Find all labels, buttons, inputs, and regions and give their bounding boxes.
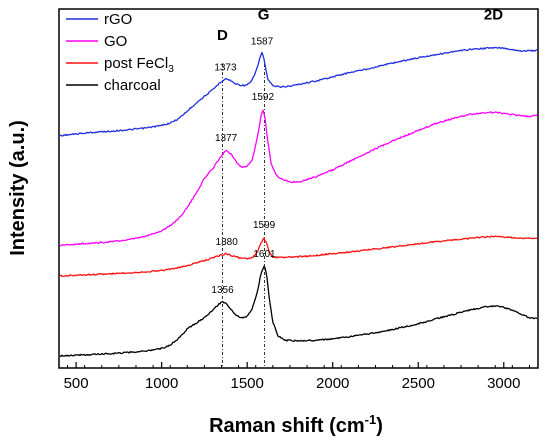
band-label-g: G	[258, 6, 270, 23]
band-label-d: D	[217, 27, 228, 44]
x-axis-ticks: 500 1000 1500 2000 2500 3000	[64, 362, 530, 392]
x-tick-label-3000: 3000	[487, 375, 520, 392]
x-axis-label-sup: -1	[365, 412, 377, 427]
peak-label-charcoal-1601: 1601	[253, 249, 276, 260]
x-axis-label-main: Raman shift (cm	[209, 415, 365, 437]
peak-label-charcoal-1356: 1356	[211, 285, 234, 296]
legend-label-rgo: rGO	[104, 11, 132, 28]
reference-lines	[222, 64, 265, 368]
series-layer	[59, 46, 538, 358]
peak-label-rgo-1373: 1373	[214, 63, 237, 74]
legend-label-post-fecl: post FeCl3	[104, 55, 174, 75]
x-tick-label-2000: 2000	[316, 375, 349, 392]
x-tick-label-2500: 2500	[402, 375, 435, 392]
x-tick-label-1000: 1000	[145, 375, 178, 392]
legend-label-charcoal: charcoal	[104, 77, 161, 94]
x-tick-label-500: 500	[64, 375, 89, 392]
series-line-go	[60, 109, 538, 247]
peak-label-rgo-1587: 1587	[251, 36, 274, 47]
series-line-post-fecl3	[59, 235, 537, 278]
legend: rGO GO post FeCl3 charcoal	[66, 11, 174, 94]
peak-label-go-1377: 1377	[215, 133, 238, 144]
peak-label-post-fecl3-1599: 1599	[253, 220, 276, 231]
legend-label-subscript: 3	[168, 64, 174, 75]
band-label-2d: 2D	[484, 6, 503, 23]
peak-label-go-1592: 1592	[252, 92, 275, 103]
band-labels: D G 2D	[217, 6, 503, 44]
series-line-rgo	[59, 46, 538, 137]
peak-labels: 1373 1587 1377 1592 1380 1599 1356 1601	[211, 36, 276, 296]
x-tick-label-1500: 1500	[230, 375, 263, 392]
x-axis-label: Raman shift (cm-1)	[209, 412, 383, 437]
y-axis-label: Intensity (a.u.)	[7, 120, 29, 256]
peak-label-post-fecl3-1380: 1380	[216, 237, 239, 248]
plot-frame	[58, 8, 539, 369]
legend-label-go: GO	[104, 33, 127, 50]
series-line-charcoal	[59, 265, 538, 358]
x-axis-label-tail: )	[376, 415, 383, 437]
